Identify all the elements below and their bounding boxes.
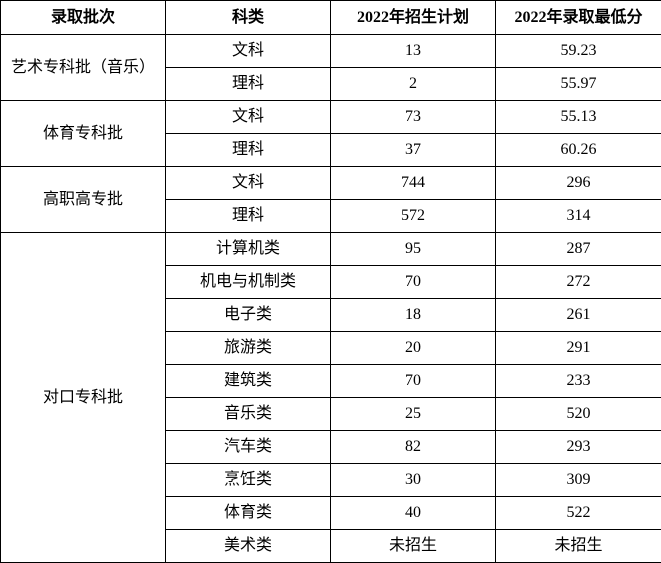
table-row: 体育专科批 文科 73 55.13	[0, 100, 661, 167]
plan-cell: 未招生	[330, 529, 496, 563]
category-cell: 计算机类	[165, 232, 331, 266]
category-cell: 电子类	[165, 298, 331, 332]
category-cell: 理科	[165, 67, 331, 101]
plan-cell: 20	[330, 331, 496, 365]
batch-cell-sports: 体育专科批	[0, 100, 166, 167]
min-score-cell: 314	[495, 199, 661, 233]
category-cell: 体育类	[165, 496, 331, 530]
table-row: 理科 2 55.97	[1, 67, 661, 101]
plan-cell: 37	[330, 133, 496, 167]
category-cell: 音乐类	[165, 397, 331, 431]
plan-cell: 82	[330, 430, 496, 464]
batch-cell-art-music: 艺术专科批（音乐）	[0, 34, 166, 101]
plan-cell: 2	[330, 67, 496, 101]
category-cell: 旅游类	[165, 331, 331, 365]
min-score-cell: 261	[495, 298, 661, 332]
min-score-cell: 55.97	[495, 67, 661, 101]
plan-cell: 70	[330, 265, 496, 299]
min-score-cell: 293	[495, 430, 661, 464]
column-header-category: 科类	[165, 0, 331, 35]
category-cell: 建筑类	[165, 364, 331, 398]
min-score-cell: 309	[495, 463, 661, 497]
category-cell: 烹饪类	[165, 463, 331, 497]
column-header-batch: 录取批次	[0, 0, 166, 35]
min-score-cell: 287	[495, 232, 661, 266]
plan-cell: 25	[330, 397, 496, 431]
plan-cell: 744	[330, 166, 496, 200]
min-score-cell: 520	[495, 397, 661, 431]
min-score-cell: 296	[495, 166, 661, 200]
category-cell: 文科	[165, 34, 331, 68]
table-row: 理科 572 314	[1, 199, 661, 233]
min-score-cell: 233	[495, 364, 661, 398]
category-cell: 理科	[165, 133, 331, 167]
table-row: 对口专科批 计算机类 95 287	[0, 232, 661, 563]
plan-cell: 13	[330, 34, 496, 68]
min-score-cell: 522	[495, 496, 661, 530]
column-header-min-score: 2022年录取最低分	[495, 0, 661, 35]
plan-cell: 18	[330, 298, 496, 332]
min-score-cell: 59.23	[495, 34, 661, 68]
category-cell: 汽车类	[165, 430, 331, 464]
table-row: 旅游类 20 291	[1, 331, 661, 365]
plan-cell: 30	[330, 463, 496, 497]
min-score-cell: 272	[495, 265, 661, 299]
category-cell: 文科	[165, 166, 331, 200]
plan-cell: 572	[330, 199, 496, 233]
min-score-cell: 55.13	[495, 100, 661, 134]
category-cell: 理科	[165, 199, 331, 233]
category-cell: 美术类	[165, 529, 331, 563]
batch-cell-vocational: 高职高专批	[0, 166, 166, 233]
batch-cell-counterpart: 对口专科批	[0, 232, 166, 563]
table-row: 艺术专科批（音乐） 文科 13 59.23	[0, 34, 661, 101]
column-header-plan: 2022年招生计划	[330, 0, 496, 35]
plan-cell: 73	[330, 100, 496, 134]
min-score-cell: 未招生	[495, 529, 661, 563]
min-score-cell: 60.26	[495, 133, 661, 167]
plan-cell: 40	[330, 496, 496, 530]
table-row: 美术类 未招生 未招生	[1, 529, 661, 563]
table-row: 高职高专批 文科 744 296	[0, 166, 661, 233]
category-cell: 文科	[165, 100, 331, 134]
plan-cell: 95	[330, 232, 496, 266]
category-cell: 机电与机制类	[165, 265, 331, 299]
min-score-cell: 291	[495, 331, 661, 365]
table-row: 机电与机制类 70 272	[1, 265, 661, 299]
plan-cell: 70	[330, 364, 496, 398]
table-header-row: 录取批次 科类 2022年招生计划 2022年录取最低分	[0, 0, 661, 35]
